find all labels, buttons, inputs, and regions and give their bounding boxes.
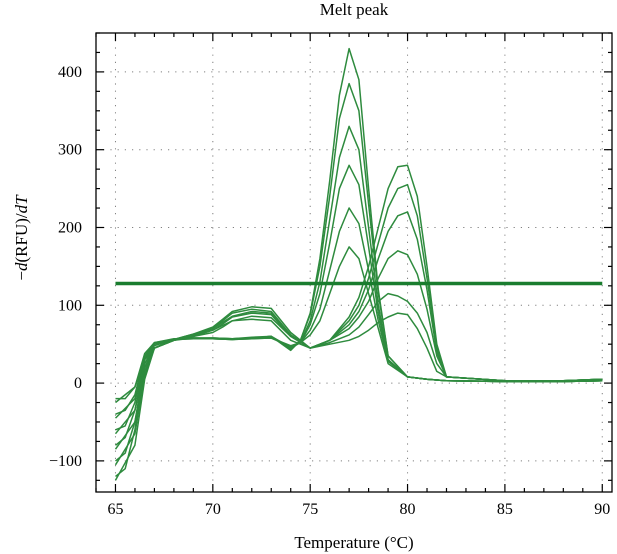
y-axis-label-rfu: (RFU)/ (12, 213, 31, 262)
y-tick-label: 300 (58, 142, 82, 159)
chart-title: Melt peak (320, 0, 389, 19)
x-tick-label: 70 (205, 501, 221, 518)
y-tick-label: 200 (58, 219, 82, 236)
melt-curve (116, 84, 603, 461)
x-tick-label: 75 (302, 501, 318, 518)
axis-ticks (96, 33, 612, 492)
x-tick-label: 65 (107, 501, 123, 518)
y-tick-label: 0 (74, 375, 82, 392)
melt-curve (116, 294, 603, 465)
melt-curve (116, 247, 603, 399)
y-axis-label-minus: − (12, 271, 31, 281)
y-axis-label-dt: dT (12, 194, 31, 214)
plot-frame (96, 33, 612, 492)
x-tick-label: 90 (594, 501, 610, 518)
x-tick-label: 85 (497, 501, 513, 518)
y-tick-labels: −100 0 100 200 300 400 (49, 64, 82, 470)
melt-curve (116, 126, 603, 445)
melt-curve (116, 212, 603, 434)
grid (96, 33, 612, 492)
y-axis-label: −d(RFU)/dT (12, 194, 31, 281)
x-axis-label: Temperature (°C) (294, 533, 413, 552)
x-tick-label: 80 (400, 501, 416, 518)
y-tick-label: 100 (58, 297, 82, 314)
melt-curve (116, 185, 603, 418)
y-tick-label: 400 (58, 64, 82, 81)
melt-curves (116, 49, 603, 481)
x-tick-labels: 65 70 75 80 85 90 (107, 501, 610, 518)
y-tick-label: −100 (49, 453, 82, 470)
melt-curve (116, 251, 603, 449)
